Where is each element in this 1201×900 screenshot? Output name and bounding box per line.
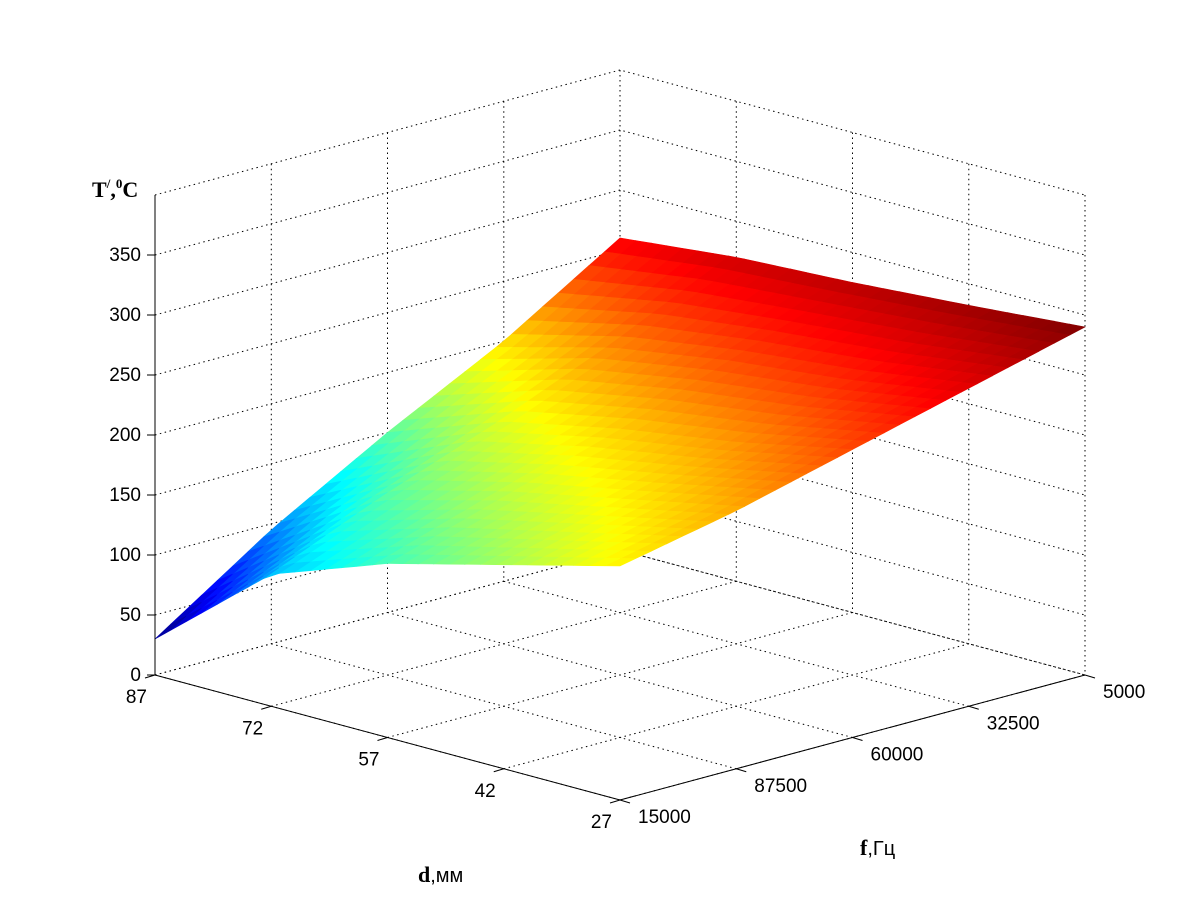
- f-tick-mark: [619, 799, 631, 804]
- d-tick-label: 57: [358, 750, 379, 771]
- z-tick-label: 350: [109, 245, 141, 266]
- d-tick-mark: [144, 674, 156, 679]
- grid-f-line: [387, 132, 853, 738]
- f-tick-label: 87500: [754, 776, 807, 797]
- z-tick-label: 250: [109, 365, 141, 386]
- grid-d-line: [154, 70, 621, 676]
- surface: [154, 237, 1086, 640]
- grid-f-line: [619, 70, 1086, 676]
- f-tick-label: 5000: [1103, 682, 1145, 703]
- f-tick-label: 60000: [871, 745, 924, 766]
- grid-d-line: [387, 132, 853, 738]
- f-tick-label: 15000: [638, 807, 691, 828]
- grid-f-line: [270, 163, 737, 770]
- d-tick-mark: [377, 737, 388, 741]
- grid-z-line: [154, 369, 1086, 496]
- z-tick-label: 100: [109, 545, 141, 566]
- z-tick-label: 200: [109, 425, 141, 446]
- d-tick-label: 42: [475, 781, 496, 802]
- d-tick-label: 72: [242, 718, 263, 739]
- z-tick-label: 50: [120, 605, 141, 626]
- f-tick-mark: [1084, 674, 1096, 679]
- f-tick-mark: [736, 768, 747, 773]
- grid-d-line: [503, 163, 970, 770]
- x-axis-title: d,мм: [418, 862, 463, 887]
- d-tick-mark: [493, 768, 504, 773]
- f-tick-mark: [852, 737, 863, 741]
- d-tick-mark: [609, 799, 621, 804]
- f-tick-label: 32500: [987, 713, 1040, 734]
- grid-f-line: [503, 101, 969, 707]
- grid-z-line: [154, 189, 1086, 316]
- grid-z-line: [154, 129, 1086, 256]
- z-tick-label: 300: [109, 305, 141, 326]
- z-axis-title: T/,0C: [92, 176, 138, 202]
- d-tick-label: 27: [591, 812, 612, 833]
- d-tick-label: 87: [126, 687, 147, 708]
- surface-patch: [154, 616, 187, 640]
- f-tick-mark: [968, 705, 979, 710]
- z-tick-label: 0: [130, 665, 141, 686]
- y-axis-title: f,Гц: [860, 835, 895, 860]
- grid-z-line: [154, 309, 1086, 436]
- grid-z-line: [154, 249, 1086, 376]
- grid-z-line: [154, 489, 1086, 616]
- tick-labels: 0 50 100 150 200 250 300 350 87 72 57 42 27 15000 8750…: [109, 245, 1145, 833]
- grid-z-line: [154, 69, 1086, 196]
- axes: [144, 195, 1096, 804]
- d-tick-mark: [261, 705, 272, 710]
- z-tick-label: 150: [109, 485, 141, 506]
- grid-d-line: [271, 101, 737, 707]
